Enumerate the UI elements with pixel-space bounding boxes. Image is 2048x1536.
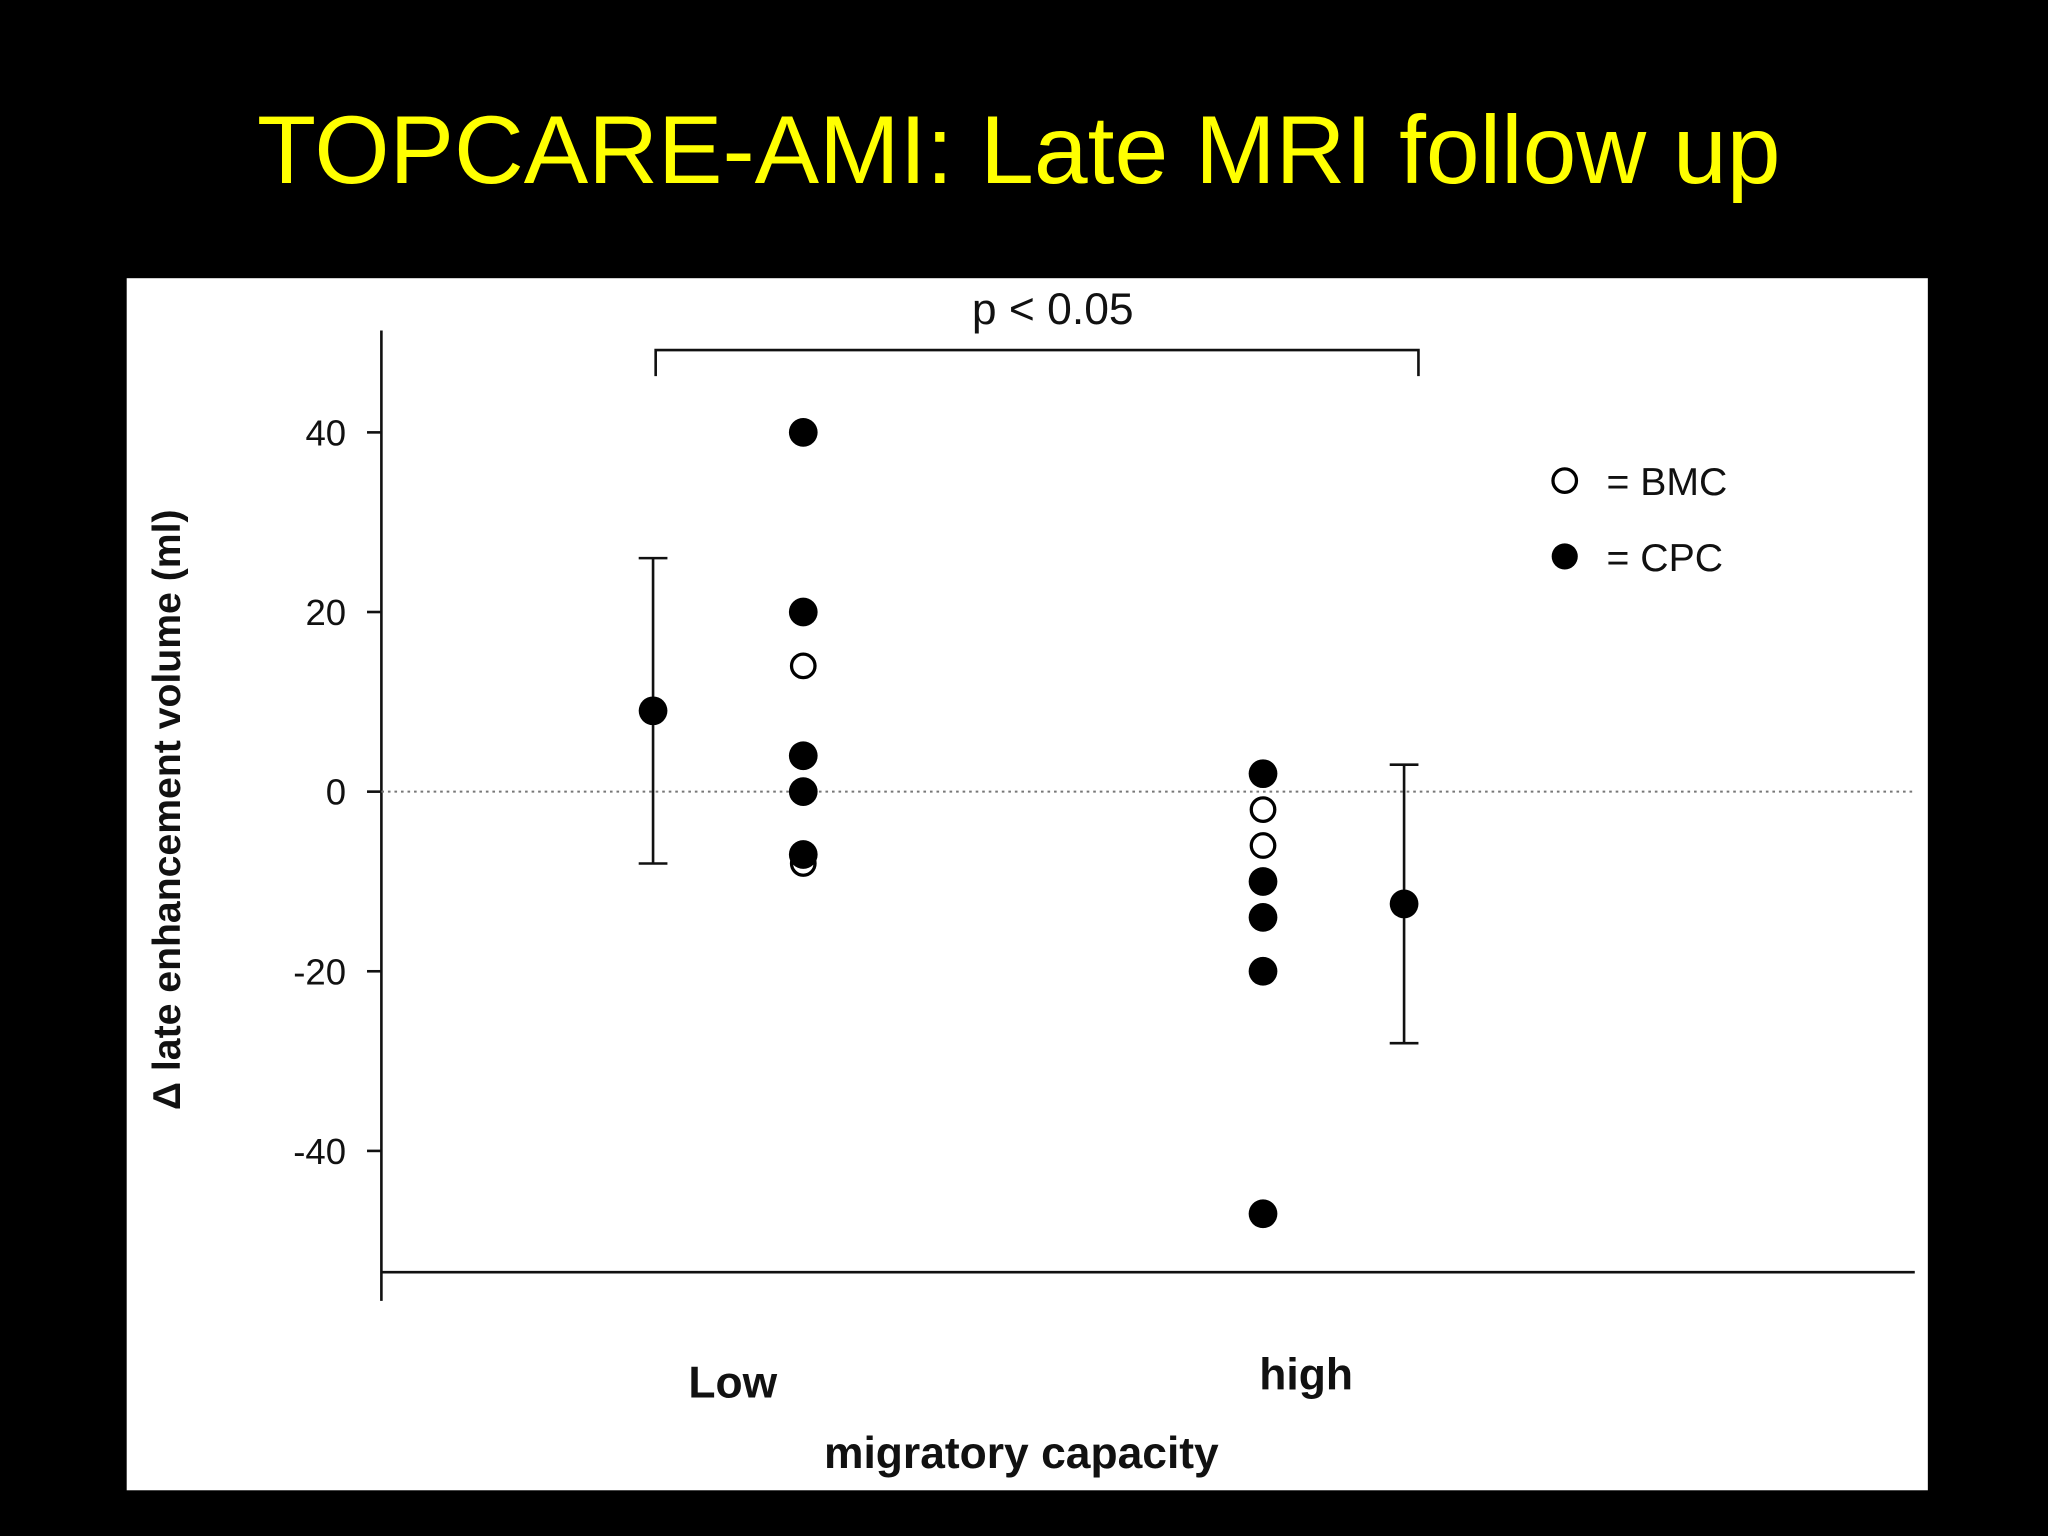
legend-marker (1551, 543, 1578, 570)
filled-dot (1248, 1199, 1278, 1229)
annotation: p < 0.05 (972, 285, 1134, 334)
filled-dot (788, 418, 818, 447)
filled-dot (1248, 867, 1278, 896)
mean-dot (1389, 889, 1419, 919)
y-tick-label: -20 (293, 951, 346, 992)
slide-title: TOPCARE-AMI: Late MRI follow up (257, 97, 1780, 204)
open-dot (789, 652, 817, 680)
chart-panel (126, 278, 1928, 1491)
filled-dot (788, 840, 818, 869)
filled-dot (1248, 759, 1278, 789)
significance-bracket (654, 348, 1420, 377)
x-axis-label: migratory capacity (824, 1429, 1219, 1478)
mean-dot (638, 696, 668, 726)
filled-dot (788, 777, 818, 807)
filled-dot (1248, 956, 1278, 986)
x-tick-label: high (1259, 1351, 1353, 1400)
y-tick-label: -40 (293, 1131, 346, 1172)
open-dot (1249, 832, 1277, 859)
filled-dot (788, 597, 818, 627)
open-dot (1249, 796, 1277, 823)
legend-label: = CPC (1607, 537, 1723, 580)
filled-dot (788, 741, 818, 771)
y-tick-label: 40 (305, 412, 346, 453)
y-tick-label: 0 (326, 772, 346, 813)
y-tick-label: 20 (305, 592, 346, 633)
x-tick-label: Low (688, 1359, 777, 1408)
legend-label: = BMC (1607, 461, 1728, 504)
y-axis-label: Δ late enhancement volume (ml) (146, 509, 189, 1110)
legend-marker (1551, 467, 1579, 495)
filled-dot (1248, 903, 1278, 932)
